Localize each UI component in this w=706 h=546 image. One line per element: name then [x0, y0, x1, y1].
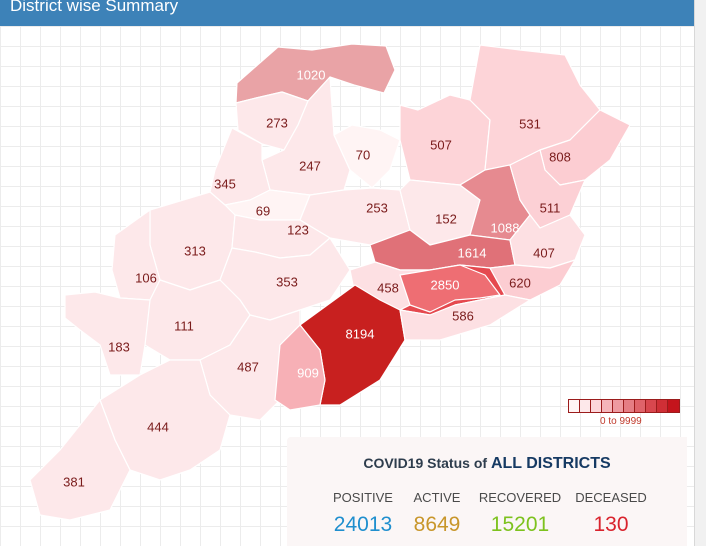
map-area: 1020 273 247 70 507 531 808 345 69 253 152 1088 511 3… [0, 26, 694, 546]
panel-header: District wise Summary [0, 0, 694, 26]
stat-positive-value: 24013 [333, 513, 393, 536]
district-25[interactable] [64, 291, 151, 376]
stat-positive: POSITIVE 24013 [313, 490, 413, 537]
district-3[interactable] [333, 124, 401, 189]
stat-recovered-label: RECOVERED [478, 490, 562, 505]
legend-range-label: 0 to 9999 [600, 416, 642, 427]
stat-deceased-value: 130 [593, 513, 629, 536]
legend-cell-2 [591, 400, 602, 412]
legend-cell-7 [646, 400, 657, 412]
stat-recovered-value: 15201 [490, 513, 550, 536]
district-12[interactable] [509, 149, 586, 229]
status-title: COVID19 Status of ALL DISTRICTS [287, 455, 687, 473]
legend-cell-1 [580, 400, 591, 412]
legend-cell-5 [624, 400, 635, 412]
legend-cell-4 [613, 400, 624, 412]
legend-color-scale [568, 399, 680, 413]
district-30[interactable] [399, 264, 501, 313]
status-title-scope: ALL DISTRICTS [490, 455, 611, 472]
status-title-prefix: COVID19 Status of [363, 455, 488, 471]
legend-cell-3 [602, 400, 613, 412]
status-panel: COVID19 Status of ALL DISTRICTS POSITIVE… [287, 437, 687, 546]
stat-deceased: DECEASED 130 [561, 490, 661, 537]
legend-cell-6 [635, 400, 646, 412]
stat-positive-label: POSITIVE [333, 490, 393, 505]
district-24[interactable] [399, 294, 531, 341]
stat-recovered: RECOVERED 15201 [470, 490, 570, 537]
legend-cell-0 [569, 400, 580, 412]
stat-active-value: 8649 [413, 513, 461, 536]
legend-cell-8 [657, 400, 668, 412]
district-29[interactable] [29, 399, 131, 521]
district-4[interactable] [399, 94, 491, 186]
stat-active-label: ACTIVE [413, 490, 461, 505]
legend-cell-9 [668, 400, 679, 412]
district-27[interactable] [274, 324, 326, 411]
stat-deceased-label: DECEASED [575, 490, 647, 505]
panel-title: District wise Summary [10, 0, 179, 15]
stat-active: ACTIVE 8649 [387, 490, 487, 537]
scrollbar-track[interactable] [694, 0, 706, 546]
